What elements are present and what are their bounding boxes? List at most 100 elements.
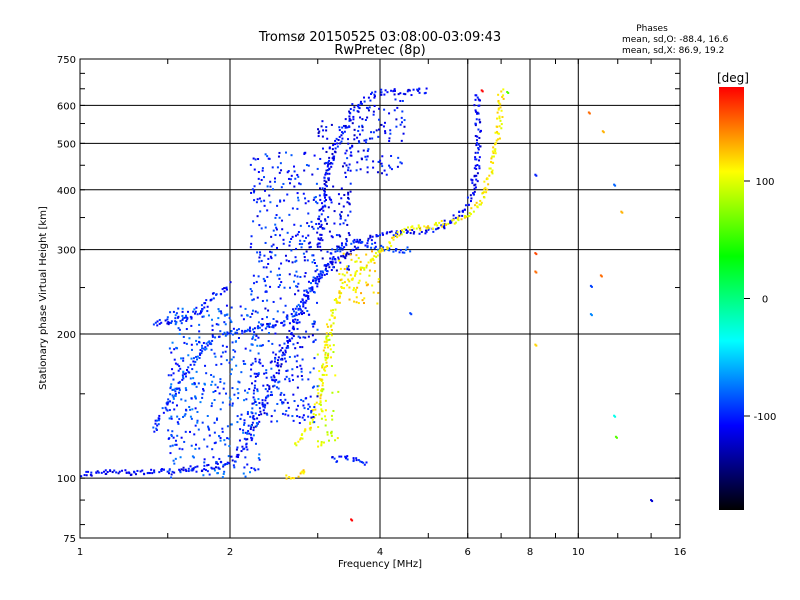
echo-point (287, 406, 290, 409)
echo-point (237, 336, 240, 339)
echo-point (396, 233, 399, 236)
echo-point (313, 322, 316, 325)
echo-point (377, 280, 380, 283)
echo-point (348, 119, 351, 122)
echo-point (418, 91, 421, 94)
echo-point (281, 412, 284, 415)
echo-point (301, 358, 304, 361)
echo-point (258, 326, 261, 329)
echo-point (476, 164, 479, 167)
echo-point (274, 177, 277, 180)
echo-point (230, 423, 233, 426)
echo-point (316, 231, 319, 234)
echo-point (335, 234, 338, 237)
echo-point (201, 421, 204, 424)
echo-point (347, 268, 350, 271)
echo-point (190, 417, 193, 420)
echo-point (347, 138, 350, 141)
echo-point (307, 296, 310, 299)
echo-point (246, 412, 249, 415)
echo-point (396, 231, 399, 234)
echo-point (280, 391, 283, 394)
echo-point (225, 287, 228, 290)
echo-point (266, 322, 269, 325)
echo-point (259, 210, 262, 213)
echo-point (322, 363, 325, 366)
echo-point (195, 370, 198, 373)
echo-point (174, 314, 177, 317)
echo-point (250, 439, 253, 442)
echo-point (89, 473, 92, 476)
echo-point (356, 238, 359, 241)
echo-point (463, 208, 466, 211)
echo-point (370, 239, 373, 242)
echo-point (263, 406, 266, 409)
echo-point (272, 351, 275, 354)
echo-point (274, 357, 277, 360)
echo-point (281, 357, 284, 360)
echo-point (187, 467, 190, 470)
echo-point (288, 322, 291, 325)
echo-point (366, 155, 369, 158)
echo-point (307, 415, 310, 418)
echo-point (230, 358, 233, 361)
echo-point (354, 273, 357, 276)
echo-point (348, 115, 351, 118)
echo-point (157, 417, 160, 420)
echo-point (269, 361, 272, 364)
echo-point (323, 273, 326, 276)
echo-point (285, 370, 288, 373)
echo-point (310, 282, 313, 285)
echo-point (255, 201, 258, 204)
echo-point (300, 313, 303, 316)
echo-point (124, 469, 127, 472)
echo-point (302, 414, 305, 417)
echo-point (190, 469, 193, 472)
echo-point (268, 322, 271, 325)
echo-point (282, 242, 285, 245)
echo-point (390, 168, 393, 171)
echo-point (312, 413, 315, 416)
echo-point (211, 292, 214, 295)
echo-point (323, 187, 326, 190)
echo-point (95, 471, 98, 474)
echo-point (295, 314, 298, 317)
echo-point (297, 289, 300, 292)
x-tick-label: 4 (377, 547, 383, 558)
echo-point (330, 324, 333, 327)
echo-point (371, 137, 374, 140)
stats-heading: Phases (636, 24, 668, 34)
echo-point (328, 156, 331, 159)
echo-point (244, 456, 247, 459)
echo-point (277, 387, 280, 390)
echo-point (200, 304, 203, 307)
echo-point (363, 463, 366, 466)
echo-point (349, 253, 352, 256)
echo-point (366, 149, 369, 152)
echo-point (194, 407, 197, 410)
echo-point (293, 315, 296, 318)
echo-point (350, 278, 353, 281)
echo-point (382, 125, 385, 128)
echo-point (295, 285, 298, 288)
echo-point (377, 160, 380, 163)
echo-point (255, 334, 258, 337)
echo-point (290, 154, 293, 157)
echo-point (392, 250, 395, 253)
echo-point (348, 110, 351, 113)
echo-point (268, 385, 271, 388)
echo-point (235, 340, 238, 343)
echo-point (90, 471, 93, 474)
echo-point (403, 119, 406, 122)
echo-point (257, 457, 260, 460)
echo-point (282, 311, 285, 314)
echo-point (334, 250, 337, 253)
echo-point (311, 286, 314, 289)
echo-point (395, 118, 398, 121)
echo-point (367, 96, 370, 99)
echo-point (156, 324, 159, 327)
echo-point (328, 266, 331, 269)
echo-point (381, 247, 384, 250)
echo-point (381, 249, 384, 252)
echo-point (97, 471, 100, 474)
